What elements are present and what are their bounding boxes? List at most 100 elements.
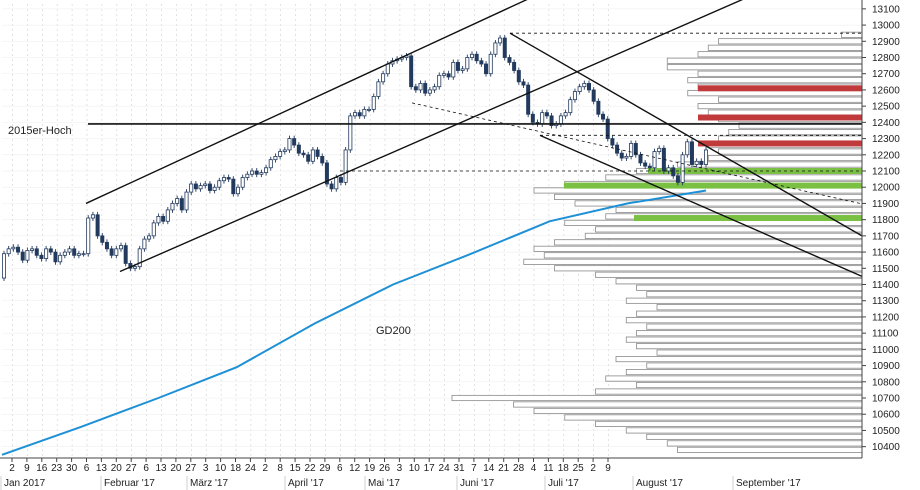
candle-body <box>123 245 128 264</box>
candle-body <box>16 246 21 253</box>
candle-body <box>250 170 255 175</box>
candle-body <box>39 254 44 259</box>
y-tick-label: 10500 <box>872 426 900 437</box>
profile-bar <box>646 323 863 330</box>
profile-bar <box>656 349 863 356</box>
x-tick-label: 3 <box>203 463 209 474</box>
candle-body <box>549 115 554 127</box>
candle-body <box>629 143 634 157</box>
candle-body <box>591 89 596 102</box>
candle-body <box>175 198 180 204</box>
x-tick-label: 7 <box>471 463 477 474</box>
candle-body <box>624 156 629 159</box>
candle-body <box>334 177 339 190</box>
x-tick-label: 28 <box>513 463 525 474</box>
x-month-label: September '17 <box>736 478 801 489</box>
x-tick-label: 6 <box>337 463 343 474</box>
x-tick-label: 11 <box>543 463 554 474</box>
x-tick-label: 27 <box>126 463 138 474</box>
candle-body <box>376 81 381 97</box>
profile-bar <box>718 96 863 103</box>
profile-bar <box>625 336 863 343</box>
candle-body <box>95 214 100 237</box>
candle-body <box>460 68 465 71</box>
candle-body <box>474 53 479 62</box>
candle-body <box>521 81 526 86</box>
profile-bar <box>666 57 863 64</box>
axes: 10400 10500 10600 10700 10800 10900 11000 11100… <box>0 0 900 490</box>
candle-body <box>680 154 685 183</box>
candle-body <box>264 167 269 174</box>
profile-bar <box>646 362 863 369</box>
zone-band <box>698 114 862 121</box>
candle-body <box>367 108 372 111</box>
candle-body <box>320 156 325 164</box>
candle-body <box>30 248 35 251</box>
profile-bar <box>615 356 863 363</box>
candle-body <box>273 156 278 161</box>
x-tick-label: 20 <box>111 463 123 474</box>
profile-bar <box>605 174 863 181</box>
profile-bar <box>554 265 863 272</box>
candle-body <box>179 198 184 211</box>
candle-body <box>689 141 694 165</box>
x-tick-label: 2 <box>590 463 596 474</box>
x-tick-label: 8 <box>277 463 283 474</box>
profile-bar <box>625 427 863 434</box>
candle-body <box>423 83 428 94</box>
candle-body <box>587 83 592 91</box>
candle-body <box>437 74 442 88</box>
y-tick-label: 12800 <box>872 53 900 64</box>
profile-bar <box>584 232 863 239</box>
profile-bar <box>595 226 863 233</box>
profile-bar <box>656 304 863 311</box>
y-tick-label: 11200 <box>872 312 900 323</box>
candle-body <box>619 152 624 159</box>
profile-bar <box>677 446 863 453</box>
candle-body <box>217 180 222 188</box>
profile-bar <box>646 291 863 298</box>
candle-body <box>81 253 86 256</box>
x-tick-label: 13 <box>155 463 167 474</box>
gd200-label: GD200 <box>376 325 411 337</box>
candle-body <box>310 149 315 162</box>
grid <box>2 4 862 458</box>
candle-body <box>502 37 507 58</box>
candle-body <box>133 266 138 269</box>
x-tick-label: 16 <box>36 463 48 474</box>
candle-body <box>343 149 348 183</box>
candle-body <box>558 115 563 125</box>
zone-band <box>634 215 862 222</box>
candle-body <box>479 60 484 65</box>
candle-body <box>226 177 231 180</box>
profile-bar <box>687 77 863 84</box>
candle-body <box>165 209 170 222</box>
y-tick-label: 12500 <box>872 102 900 113</box>
x-tick-label: 18 <box>230 463 242 474</box>
candle-body <box>577 86 582 92</box>
candle-body <box>301 152 306 156</box>
x-tick-label: 2 <box>9 463 15 474</box>
candle-body <box>605 118 610 139</box>
y-tick-label: 12000 <box>872 183 900 194</box>
candle-body <box>100 235 105 243</box>
candle-body <box>240 177 245 188</box>
x-tick-label: 19 <box>364 463 376 474</box>
candle-body <box>235 186 240 195</box>
candle-body <box>6 248 11 255</box>
x-tick-label: 30 <box>66 463 78 474</box>
profile-bar <box>707 109 863 116</box>
dashed-trend <box>411 102 861 204</box>
y-tick-label: 10900 <box>872 361 900 372</box>
candle-body <box>493 42 498 55</box>
profile-bar <box>554 193 863 200</box>
candle-body <box>11 246 16 250</box>
profile-bar <box>625 297 863 304</box>
candle-body <box>413 86 418 91</box>
x-tick-label: 17 <box>424 463 436 474</box>
profile-bar <box>636 330 863 337</box>
candle-body <box>451 61 456 78</box>
candle-body <box>119 245 124 250</box>
y-tick-label: 11700 <box>872 231 900 242</box>
